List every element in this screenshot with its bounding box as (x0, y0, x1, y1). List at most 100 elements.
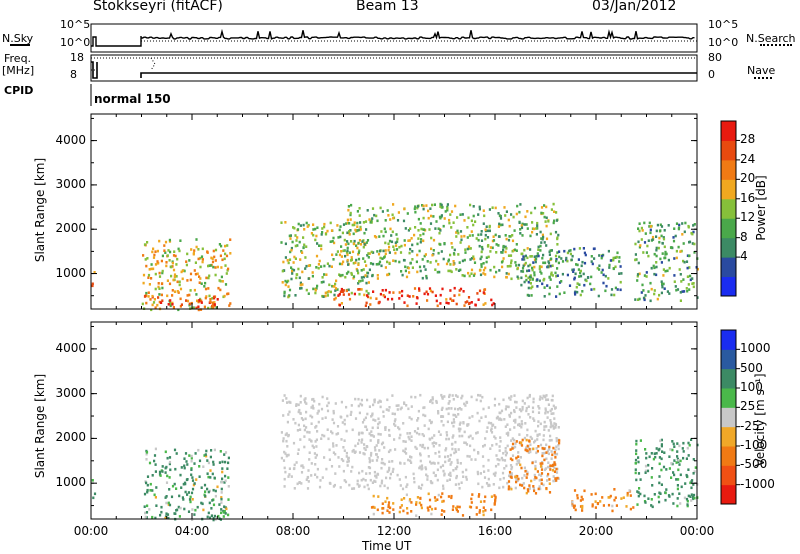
echo-cell (229, 302, 232, 305)
echo-cell (377, 432, 380, 436)
echo-cell (645, 456, 648, 460)
echo-cell (463, 234, 466, 238)
echo-cell (541, 452, 544, 455)
echo-cell (644, 294, 647, 297)
echo-cell (328, 458, 331, 461)
echo-cell (449, 263, 452, 266)
echo-cell (537, 405, 540, 408)
echo-cell (190, 459, 193, 463)
echo-cell (554, 463, 557, 466)
echo-cell (334, 472, 337, 475)
echo-cell (692, 285, 695, 289)
echo-cell (207, 475, 210, 479)
echo-cell (662, 465, 666, 469)
echo-cell (360, 288, 363, 291)
echo-cell (427, 209, 430, 213)
echo-cell (673, 227, 676, 230)
echo-cell (169, 299, 172, 302)
echo-cell (316, 242, 319, 245)
echo-cell (326, 294, 329, 297)
echo-cell (294, 294, 297, 297)
echo-cell (207, 276, 210, 280)
echo-cell (430, 420, 433, 424)
echo-cell (340, 287, 343, 291)
echo-cell (220, 480, 224, 484)
echo-cell (542, 278, 545, 282)
echo-cell (575, 263, 578, 266)
echo-cell (676, 442, 679, 445)
echo-cell (143, 505, 146, 508)
echo-cell (296, 429, 299, 432)
echo-cell (301, 283, 304, 286)
echo-cell (685, 287, 688, 290)
echo-cell (662, 268, 665, 271)
echo-cell (691, 242, 694, 245)
echo-cell (158, 271, 161, 275)
echo-cell (531, 230, 534, 234)
echo-cell (161, 271, 164, 275)
echo-cell (193, 249, 196, 252)
echo-cell (537, 411, 541, 414)
echo-cell (656, 223, 659, 227)
echo-cell (283, 394, 286, 397)
echo-cell (91, 284, 94, 288)
echo-cell (157, 285, 160, 289)
echo-cell (493, 494, 496, 497)
echo-cell (372, 494, 375, 498)
echo-cell (173, 273, 177, 276)
echo-cell (609, 259, 612, 262)
echo-cell (478, 269, 482, 272)
echo-cell (530, 211, 533, 215)
nave-glitch (150, 57, 156, 71)
echo-cell (590, 255, 593, 258)
echo-cell (515, 480, 518, 484)
echo-cell (524, 215, 527, 219)
echo-cell (342, 293, 345, 296)
echo-cell (415, 447, 418, 450)
echo-cell (352, 275, 356, 278)
echo-cell (370, 250, 373, 254)
echo-cell (501, 458, 504, 462)
echo-cell (393, 412, 396, 416)
echo-cell (361, 421, 365, 424)
echo-cell (424, 253, 427, 256)
echo-cell (299, 394, 302, 398)
echo-cell (484, 302, 487, 305)
echo-cell (199, 265, 202, 269)
echo-cell (447, 437, 450, 441)
echo-cell (524, 448, 527, 452)
echo-cell (481, 485, 484, 489)
echo-cell (204, 287, 208, 291)
echo-cell (346, 460, 349, 464)
echo-cell (422, 232, 425, 236)
echo-cell (504, 447, 507, 450)
echo-cell (396, 408, 399, 411)
echo-cell (487, 458, 490, 462)
echo-cell (439, 229, 442, 232)
echo-cell (509, 486, 512, 489)
echo-cell (375, 444, 378, 447)
echo-cell (460, 408, 463, 411)
echo-cell (164, 240, 168, 244)
echo-cell (549, 425, 552, 429)
colorbar-swatch (721, 465, 736, 486)
echo-cell (590, 288, 593, 291)
echo-cell (490, 508, 493, 512)
echo-cell (210, 306, 213, 309)
colorbar-swatch (721, 368, 736, 389)
freq-unit-label: [MHz] (2, 64, 35, 77)
echo-cell (415, 514, 418, 517)
echo-cell (466, 247, 469, 251)
echo-cell (200, 255, 204, 258)
echo-cell (503, 467, 506, 470)
echo-cell (435, 401, 438, 404)
echo-cell (160, 259, 163, 263)
echo-cell (543, 295, 546, 298)
echo-cell (477, 298, 480, 301)
echo-cell (200, 501, 203, 505)
echo-cell (527, 286, 530, 290)
echo-cell (406, 432, 409, 435)
echo-cell (465, 400, 468, 404)
echo-cell (199, 256, 202, 260)
echo-cell (175, 263, 178, 266)
